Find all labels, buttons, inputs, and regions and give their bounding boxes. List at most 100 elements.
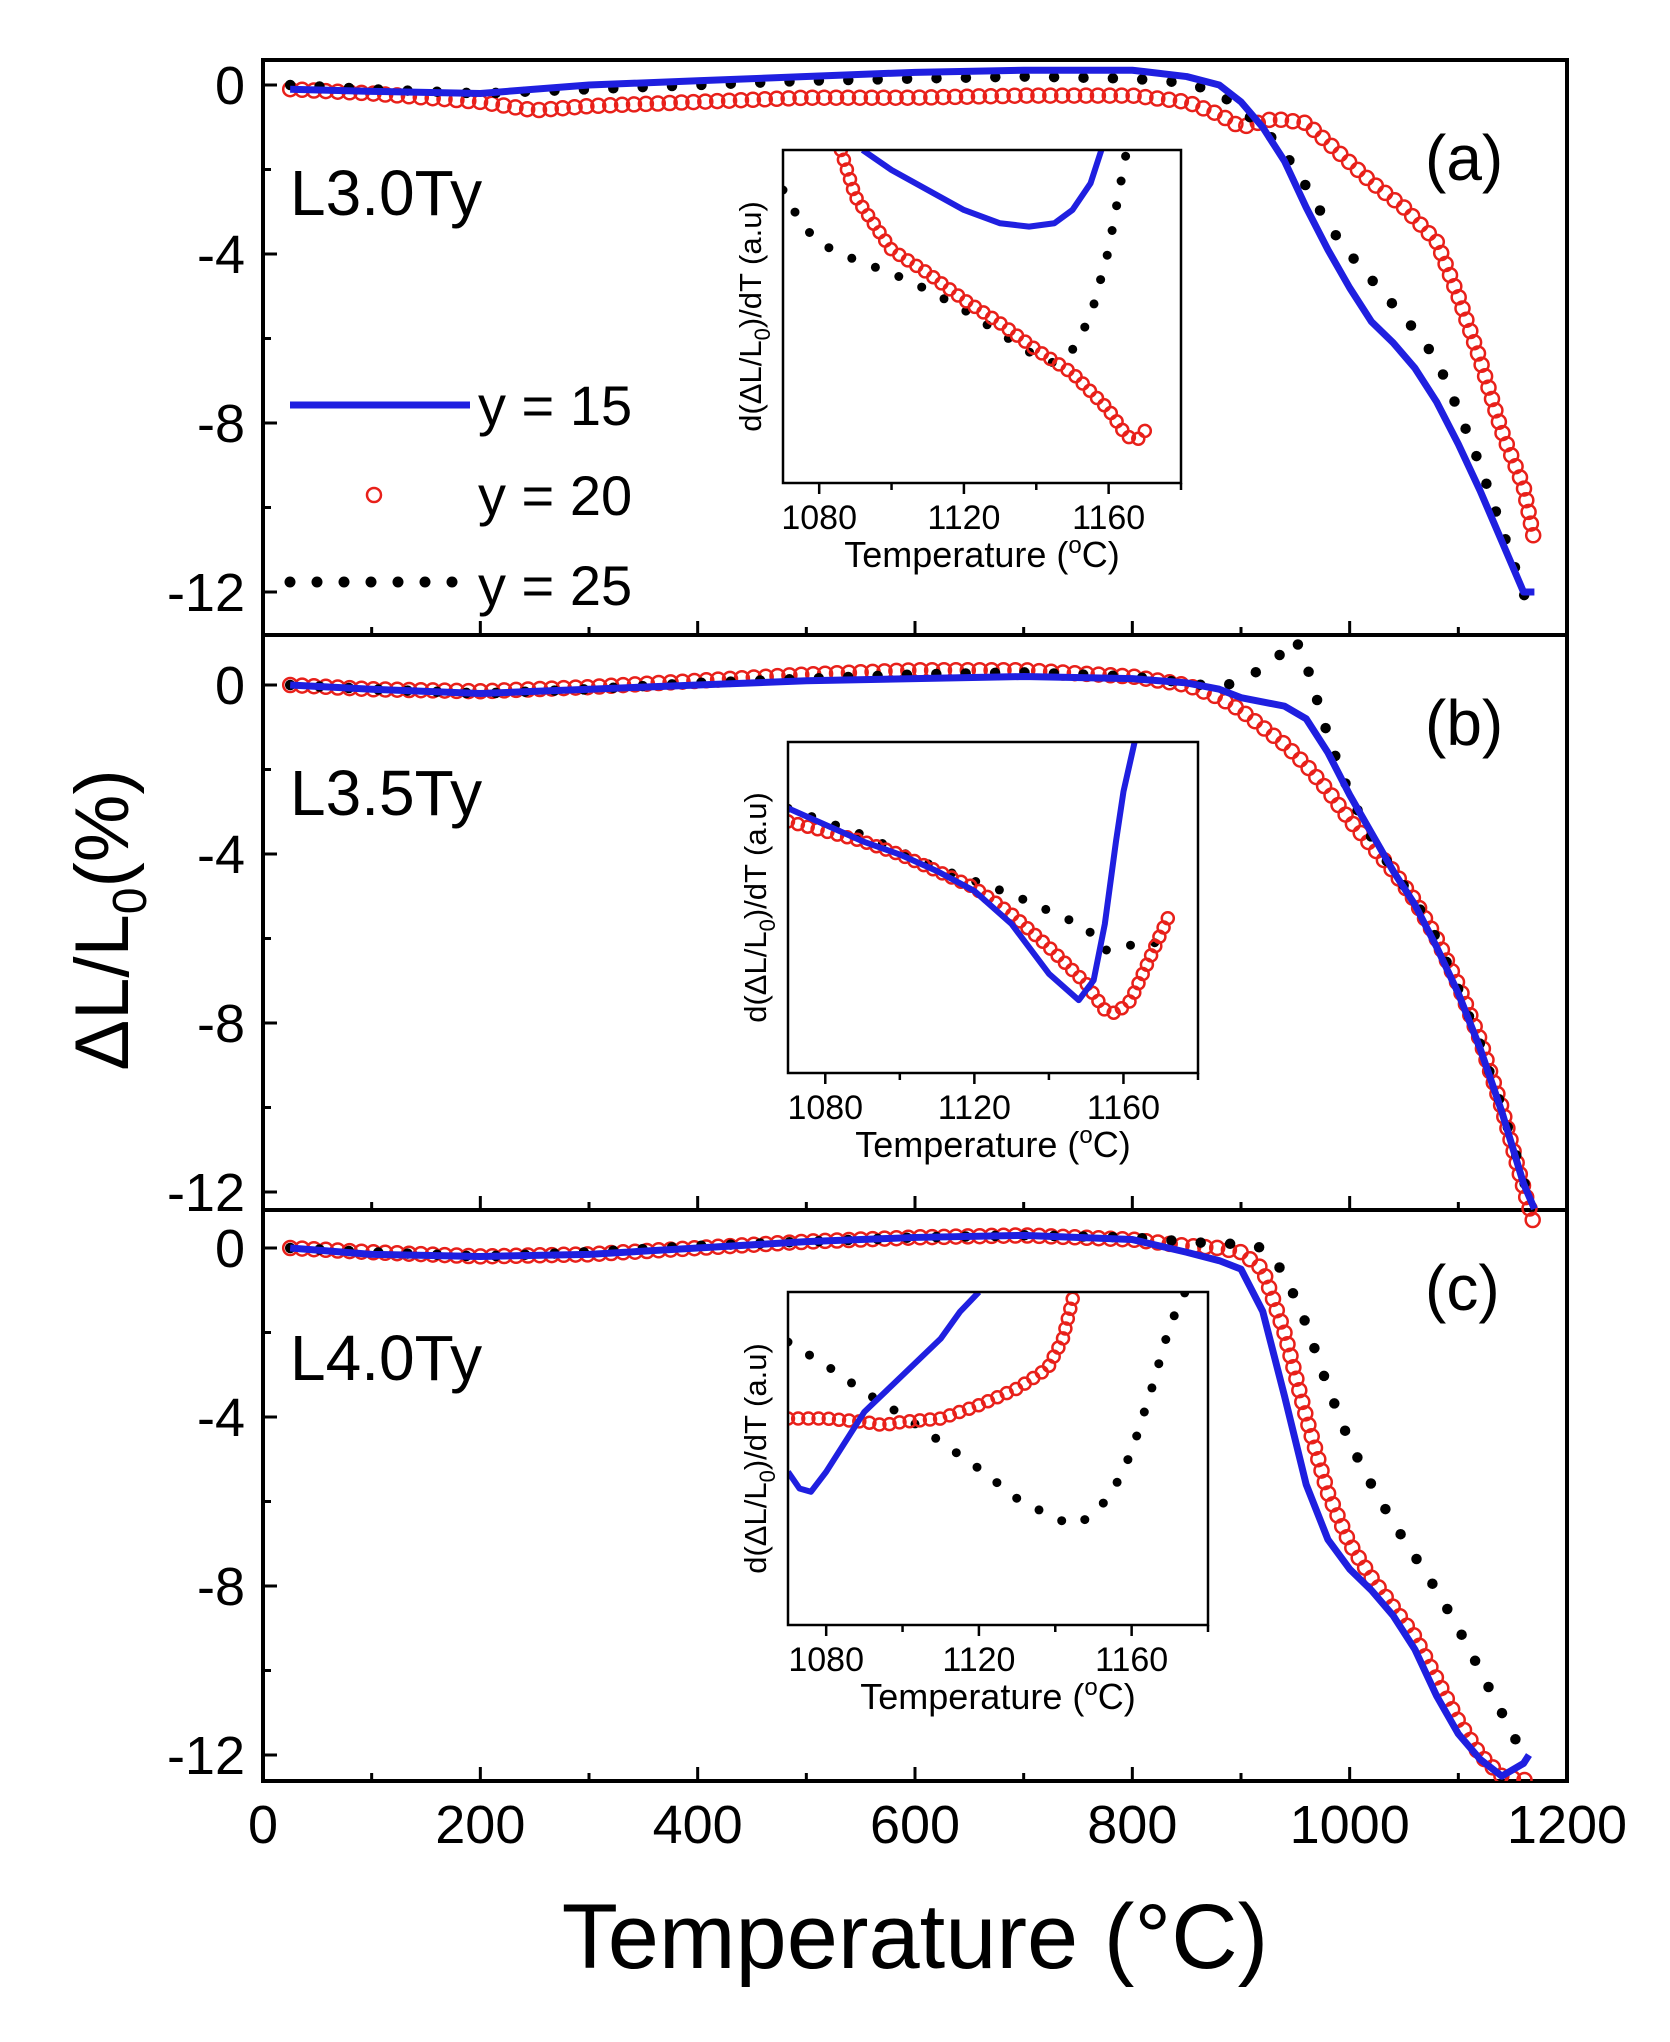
panel-a-series-y25-dot <box>1166 76 1177 87</box>
inset-c-series-y25-dot <box>1112 1477 1122 1487</box>
x-tick-label: 0 <box>248 1795 278 1855</box>
panel-a-series-y25-dot <box>1405 320 1417 331</box>
panel-c-series-y20-marker <box>1310 1450 1327 1468</box>
panel-a-series-y20-marker <box>1272 111 1290 129</box>
panel-a-series-y20-marker <box>744 91 762 109</box>
panel-a-series-y20-marker <box>732 91 750 109</box>
y-tick-label: -12 <box>167 1163 245 1223</box>
inset-c-series-y20-marker <box>821 1411 837 1427</box>
inset-c-series-y15-line <box>788 1292 982 1495</box>
panel-a-series-y20-marker <box>613 96 631 114</box>
main-axis-ticks: 0 200 400 600 800 1000 12000-4-8-120-4-8-120-4… <box>167 56 1627 1855</box>
panel-a-series-y20-marker <box>1450 288 1467 306</box>
panel-a-series-y20-marker <box>804 89 821 106</box>
panel-c-series-y25-dot <box>1339 1425 1351 1436</box>
inset-a-series-y20-marker <box>1001 322 1017 337</box>
panel-a-series-y20-marker <box>495 97 512 114</box>
panel-c-series-y15-line <box>289 1231 1532 1780</box>
panel-a-series-y20-marker <box>578 98 595 115</box>
inset-c-series-y20-marker <box>922 1412 938 1427</box>
panel-c-series-y25-dot <box>1287 1288 1299 1299</box>
inset-a-series-y20-marker <box>1137 423 1153 439</box>
panel-a-series-y20-marker <box>768 90 785 108</box>
panel-c-series-y25-dot <box>1309 1342 1320 1354</box>
inset-c-series-y20-marker <box>788 1411 796 1426</box>
inset-c-series-y20-marker <box>892 1415 907 1430</box>
panel-a-series-y25-dot <box>1386 297 1398 309</box>
inset-b-series-y20-marker <box>1057 955 1073 971</box>
inset-a-series-y25-dot <box>824 243 834 253</box>
inset-a-series-y25-dot <box>790 207 800 217</box>
inset-x-label-main: Temperature ( <box>860 1676 1084 1717</box>
inset-a-series-y25-dot <box>1102 250 1112 260</box>
inset-c-series-y25-dot <box>1080 1515 1090 1525</box>
panel-b-series-y15-line <box>289 673 1538 1211</box>
panel-b-series-y25-dot <box>1292 639 1304 650</box>
panel-a-series-y20-marker <box>827 89 845 106</box>
panel-a-series-y20-marker <box>815 89 833 106</box>
inset-b-series-y25-dot <box>1085 927 1095 937</box>
panel-a-series-y20-marker <box>1340 153 1358 171</box>
panel-a-series-y20-marker <box>661 94 678 112</box>
panel-c-series-y25-dot <box>1365 1478 1377 1489</box>
panel-c-series-y20-marker <box>1297 1405 1314 1422</box>
panel-a-series-y20-marker <box>601 97 619 114</box>
panel-a-series-y20-marker <box>637 95 655 113</box>
panel-c-series-y25-dot <box>1380 1503 1391 1515</box>
panel-a-series-y20-marker <box>756 91 774 108</box>
inset-a-series-y25-dot <box>805 228 814 237</box>
panel-a-series-y25-dot <box>1471 450 1482 462</box>
panel-b-series-y25-dot <box>1274 649 1285 661</box>
inset-x-tick-label: 1080 <box>781 499 857 537</box>
panel-a-series-y20-marker <box>1518 491 1535 509</box>
inset-c-series-y25-dot <box>1147 1383 1157 1393</box>
inset-c-series-y25-dot <box>1132 1431 1142 1441</box>
inset-b-series-y20-marker <box>1043 941 1058 956</box>
inset-y-label-sub: 0 <box>750 328 775 340</box>
panel-c-series-y20-marker <box>1208 1239 1226 1257</box>
panel-a-series-y20-marker <box>1227 115 1244 133</box>
inset-x-label-degree: o <box>1068 532 1081 559</box>
inset-a-series-y25-dot <box>894 272 904 281</box>
y-tick-label: 0 <box>215 1219 245 1279</box>
legend-label-y20: y = 20 <box>478 464 632 527</box>
inset-y-label-main: d(ΔL/L <box>733 340 768 431</box>
inset-x-label-main: Temperature ( <box>844 534 1068 575</box>
panel-a-series-y25-dot <box>1314 205 1326 216</box>
panel-c-letter: (c) <box>1425 1252 1500 1324</box>
x-axis-label: Temperature (°C) <box>562 1886 1269 1988</box>
panel-a-series-y15-line <box>290 66 1535 596</box>
panel-c-series-y25-dot <box>1496 1707 1508 1719</box>
inset-c-series-y25-dot <box>1123 1455 1133 1465</box>
panel-a-series-y20-marker <box>934 88 952 106</box>
inset-x-tick-label: 1160 <box>1095 1641 1168 1679</box>
inset-c-series-y25-dot <box>1139 1407 1149 1417</box>
panel-a-series-y20-marker <box>1053 87 1071 104</box>
inset-y-label-unit: )/dT (a.u) <box>733 201 768 328</box>
legend-swatch-y20 <box>365 486 383 504</box>
panel-a-series-y20-marker <box>839 89 857 106</box>
panel-a-letter: (a) <box>1425 122 1503 194</box>
inset-a-frame <box>781 148 1183 485</box>
panel-a-series-y20-marker <box>708 92 726 110</box>
panel-a-series-y20-marker <box>1089 87 1107 104</box>
y-tick-label: -8 <box>197 1557 245 1617</box>
inset-c-series-y25-dot <box>1057 1516 1067 1526</box>
panel-a-series-y20-marker <box>1469 345 1487 362</box>
panel-a-series-y25-dot <box>1136 74 1148 85</box>
inset-a-series-y25-dot <box>1116 176 1126 186</box>
panel-c-series-y20-marker <box>1279 1335 1296 1353</box>
panel-c-series-y25-dot <box>1299 1315 1310 1326</box>
panel-a-series-y20-marker <box>1367 177 1385 194</box>
panel-c-series-y20-marker <box>1272 1313 1289 1330</box>
panel-a-series-y20-marker <box>1137 88 1154 106</box>
panel-c-series-y25-dot <box>1224 1238 1236 1250</box>
inset-a-series-y25-dot <box>1112 201 1122 211</box>
panel-c-series-y20-marker <box>1516 1771 1533 1781</box>
inset-c-series-y25-dot <box>931 1433 941 1443</box>
inset-x-tick-label: 1120 <box>942 1641 1015 1679</box>
inset-a-series-y25-dot <box>1121 151 1131 161</box>
panel-a-series-y20-marker <box>1030 87 1047 104</box>
